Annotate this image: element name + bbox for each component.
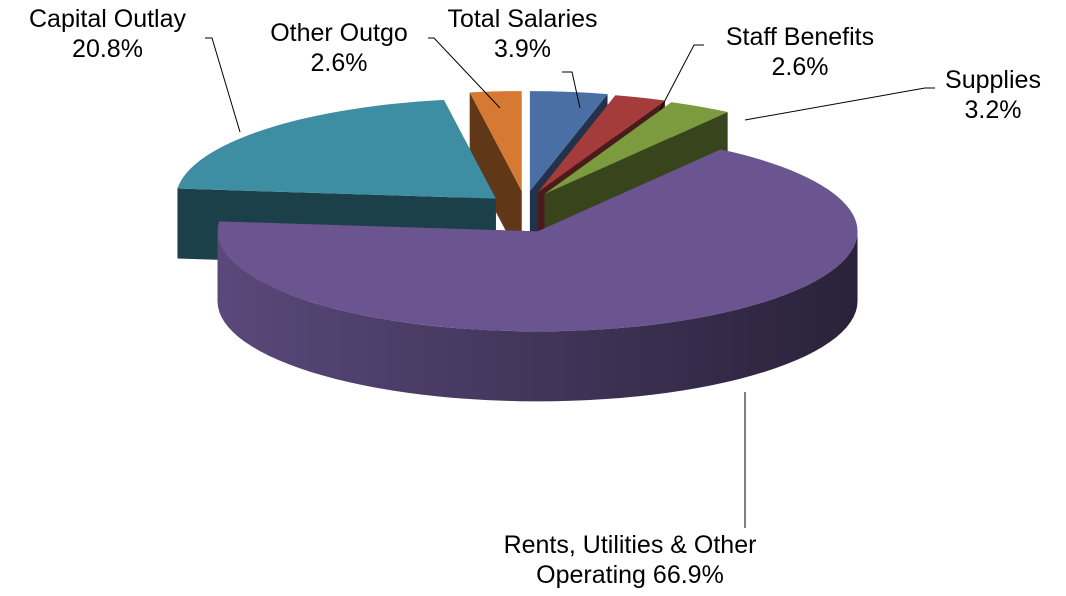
slice [537, 95, 665, 193]
value-label: 20.8% [72, 35, 143, 63]
slice-label: Capital Outlay 20.8% [0, 4, 215, 64]
category-label: Supplies [945, 66, 1041, 94]
slice-label: Supplies 3.2% [928, 65, 1058, 125]
value-label: 2.6% [771, 53, 829, 81]
category-label: Other Outgo [270, 19, 408, 47]
slice-side [217, 231, 858, 402]
value-label: 66.9% [652, 561, 724, 589]
slice [177, 99, 496, 199]
slice-side [469, 92, 522, 262]
slice [529, 91, 608, 192]
category-label: Total Salaries [447, 5, 598, 33]
category-label: Staff Benefits [725, 23, 875, 51]
slices [177, 91, 858, 402]
slice-label: Rents, Utilities & Other Operating 66.9% [460, 530, 800, 590]
slice-label: Other Outgo 2.6% [248, 18, 430, 78]
leader-line [428, 37, 501, 109]
slice-label: Total Salaries 3.9% [430, 4, 615, 64]
category-label: Rents, Utilities & Other Operating [503, 531, 757, 589]
slice [217, 149, 858, 332]
leader-line [744, 87, 935, 121]
value-label: 2.6% [310, 49, 368, 77]
value-label: 3.9% [494, 35, 551, 63]
leader-line [562, 71, 581, 109]
slice-group [217, 149, 858, 402]
value-label: 3.2% [964, 96, 1022, 124]
leader-line [205, 37, 241, 133]
slice [469, 91, 522, 192]
slice-group [469, 91, 522, 262]
leader-line [659, 44, 704, 111]
slice-label: Staff Benefits 2.6% [700, 22, 900, 82]
slice [544, 102, 728, 195]
category-label: Capital Outlay [28, 5, 187, 33]
